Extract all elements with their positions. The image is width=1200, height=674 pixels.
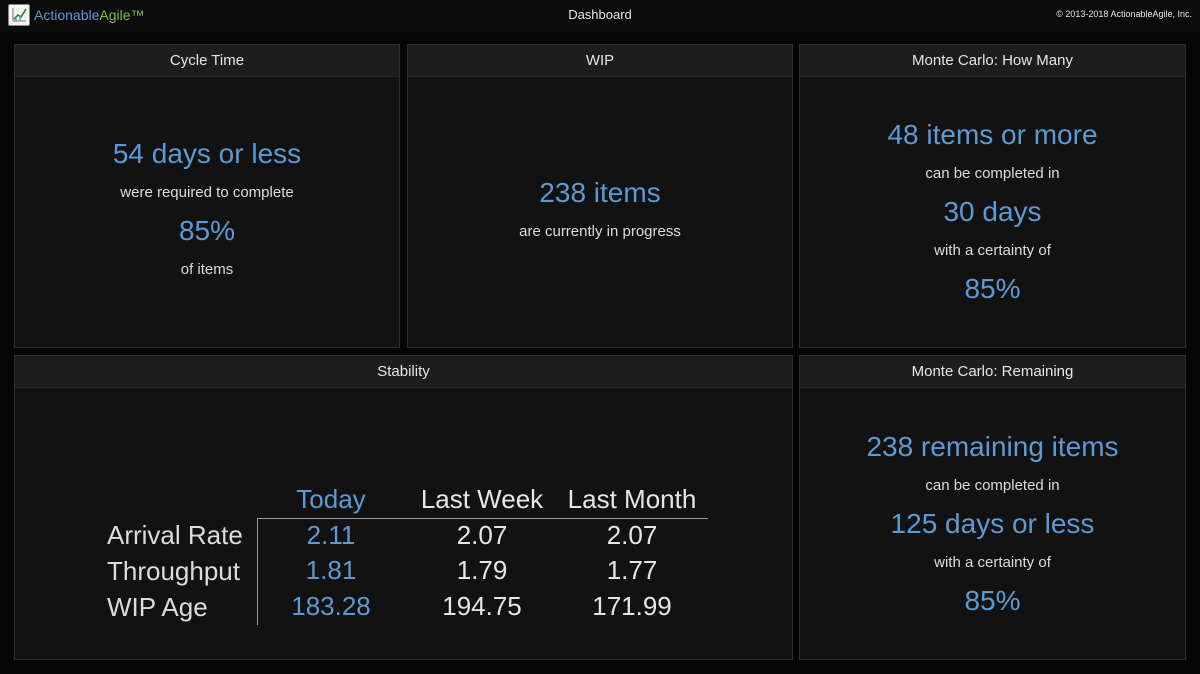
monte-carlo-remaining-title: Monte Carlo: Remaining — [800, 356, 1185, 388]
monte-carlo-remaining-body: 238 remaining items can be completed in … — [800, 388, 1185, 659]
cycle-time-days: 54 days or less — [112, 138, 302, 169]
row-label-throughput: Throughput — [107, 556, 240, 586]
table-header-divider — [257, 518, 708, 519]
monte-carlo-remaining-panel: Monte Carlo: Remaining 238 remaining ite… — [799, 355, 1186, 660]
cycle-time-panel: Cycle Time 54 days or less were required… — [14, 44, 400, 348]
arrival-rate-last-week: 2.07 — [456, 520, 508, 550]
copyright-text: © 2013-2018 ActionableAgile, Inc. — [1056, 9, 1192, 19]
table-row-label-divider — [257, 518, 258, 625]
cycle-time-body: 54 days or less were required to complet… — [15, 77, 399, 347]
row-label-wip-age: WIP Age — [107, 592, 208, 622]
wip-age-last-week: 194.75 — [442, 591, 522, 621]
mc-remaining-percent: 85% — [964, 584, 1021, 616]
wip-panel: WIP 238 items are currently in progress — [407, 44, 793, 348]
row-label-arrival-rate: Arrival Rate — [107, 520, 243, 550]
mc-how-many-text2: with a certainty of — [934, 242, 1051, 259]
mc-how-many-percent: 85% — [964, 273, 1021, 304]
cycle-time-text2: of items — [180, 261, 234, 278]
mc-remaining-text2: with a certainty of — [934, 553, 1051, 571]
mc-remaining-items: 238 remaining items — [866, 430, 1119, 462]
logo-text-part2: Agile™ — [99, 7, 145, 23]
top-bar: ActionableAgile™ Dashboard © 2013-2018 A… — [0, 0, 1200, 32]
wip-title: WIP — [408, 45, 792, 77]
wip-age-today: 183.28 — [291, 591, 371, 621]
page-title: Dashboard — [568, 7, 632, 22]
wip-count: 238 items — [539, 176, 661, 208]
mc-how-many-days: 30 days — [943, 196, 1042, 227]
arrival-rate-last-month: 2.07 — [606, 520, 658, 550]
stability-body: Today Last Week Last Month Arrival Rate … — [15, 388, 792, 659]
column-header-last-week: Last Week — [420, 484, 544, 514]
stability-title: Stability — [15, 356, 792, 388]
cycle-time-text1: were required to complete — [120, 184, 294, 201]
monte-carlo-how-many-panel: Monte Carlo: How Many 48 items or more c… — [799, 44, 1186, 348]
logo-text: ActionableAgile™ — [34, 4, 145, 26]
logo-text-part1: Actionable — [34, 7, 100, 23]
mc-how-many-text1: can be completed in — [925, 165, 1060, 182]
wip-body: 238 items are currently in progress — [408, 77, 792, 347]
mc-remaining-text1: can be completed in — [925, 476, 1060, 494]
cycle-time-title: Cycle Time — [15, 45, 399, 77]
chart-logo-icon — [8, 4, 30, 26]
mc-remaining-days: 125 days or less — [890, 507, 1095, 539]
arrival-rate-today: 2.11 — [306, 520, 356, 550]
wip-text: are currently in progress — [519, 222, 681, 240]
column-header-last-month: Last Month — [567, 484, 697, 514]
wip-age-last-month: 171.99 — [592, 591, 672, 621]
monte-carlo-how-many-title: Monte Carlo: How Many — [800, 45, 1185, 77]
cycle-time-percent: 85% — [178, 215, 236, 246]
mc-how-many-items: 48 items or more — [887, 119, 1098, 150]
stability-panel: Stability Today Last Week Last Month Arr… — [14, 355, 793, 660]
app-logo[interactable]: ActionableAgile™ — [8, 4, 145, 26]
column-header-today: Today — [296, 484, 366, 514]
throughput-today: 1.81 — [305, 555, 357, 585]
throughput-last-month: 1.77 — [606, 555, 658, 585]
monte-carlo-how-many-body: 48 items or more can be completed in 30 … — [800, 77, 1185, 347]
throughput-last-week: 1.79 — [456, 555, 508, 585]
